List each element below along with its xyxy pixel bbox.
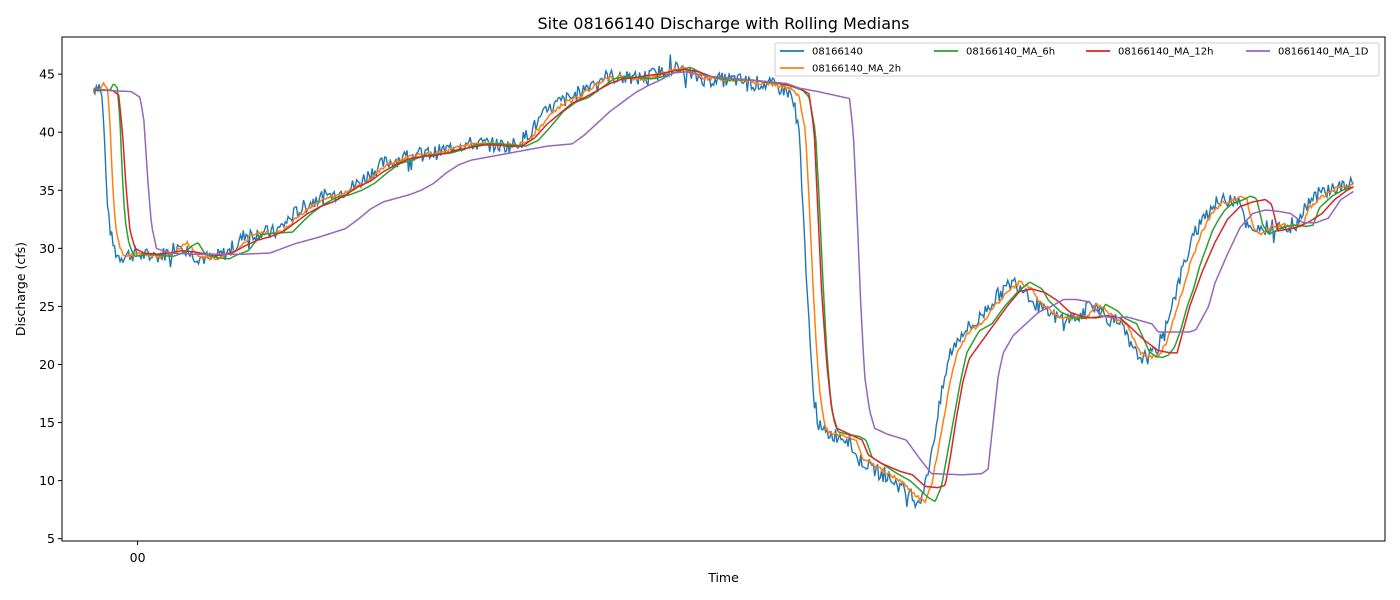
y-axis: 5 10 15 20 25 30 35 40 45: [39, 67, 62, 546]
legend-box: [774, 42, 1380, 77]
x-axis: 00: [130, 541, 146, 565]
y-axis-label: Discharge (cfs): [13, 242, 28, 336]
legend-entry-label: 08166140_MA_2h: [812, 64, 901, 75]
y-tick-label: 35: [39, 183, 55, 198]
legend: 08166140 08166140_MA_2h 08166140_MA_6h 0816…: [774, 42, 1380, 77]
x-axis-label: Time: [707, 570, 739, 585]
y-tick-label: 30: [39, 241, 55, 256]
legend-entry-label: 08166140_MA_6h: [966, 47, 1055, 58]
legend-entry-label: 08166140_MA_1D: [1278, 47, 1369, 58]
y-tick-label: 15: [39, 415, 55, 430]
series-line-5: [93, 71, 1354, 476]
y-tick-label: 5: [47, 531, 55, 546]
y-tick-label: 20: [39, 357, 55, 372]
x-tick-label: 00: [130, 550, 146, 565]
series-layer: [92, 54, 1355, 510]
legend-entry-label: 08166140: [812, 47, 863, 58]
y-tick-label: 40: [39, 125, 55, 140]
y-tick-label: 25: [39, 299, 55, 314]
plot-frame: [61, 36, 1386, 542]
y-tick-label: 10: [39, 473, 55, 488]
y-tick-label: 45: [39, 67, 55, 82]
chart-title: Site 08166140 Discharge with Rolling Med…: [537, 14, 909, 33]
legend-entry-label: 08166140_MA_12h: [1118, 47, 1213, 58]
